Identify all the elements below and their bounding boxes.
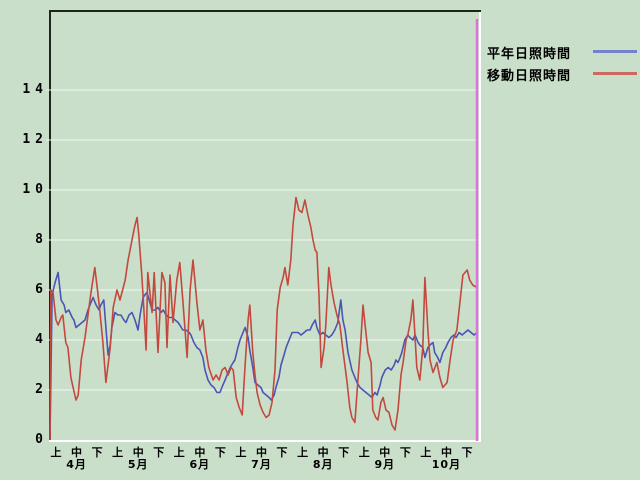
plot-border-bottom [49,440,481,442]
y-tick-label-6: 6 [35,282,48,297]
plot-border-left [49,10,51,441]
legend-row-moving: 移動日照時間 [487,62,640,84]
x-period-label-12: 上 [297,446,309,459]
x-period-label-5: 下 [153,446,165,459]
legend-label-moving: 移動日照時間 [487,69,572,84]
x-period-label-20: 下 [461,446,473,459]
x-period-label-1: 中 [71,446,83,459]
y-tick-label-2: 2 [35,382,48,397]
x-month-label-8月: 8月 [312,458,334,471]
x-month-label-9月: 9月 [374,458,396,471]
x-period-label-6: 上 [173,446,185,459]
plot-border-top [49,10,481,12]
y-tick-label-0: 0 [35,432,48,447]
y-tick-label-10: 10 [22,182,48,197]
x-period-label-14: 下 [338,446,350,459]
x-period-label-3: 上 [112,446,124,459]
x-period-label-10: 中 [256,446,267,459]
x-period-label-8: 下 [214,446,226,459]
x-period-label-11: 下 [276,446,288,459]
x-period-label-16: 中 [379,446,391,459]
x-month-label-4月: 4月 [66,458,87,471]
series-line-0 [49,271,478,441]
y-tick-label-8: 8 [35,232,48,247]
x-period-label-15: 上 [358,446,370,459]
x-month-label-5月: 5月 [127,458,149,471]
x-month-label-6月: 6月 [189,458,211,471]
legend-label-normal: 平年日照時間 [487,47,572,62]
legend-row-normal: 平年日照時間 [487,40,640,62]
y-tick-label-4: 4 [35,332,48,347]
x-period-label-18: 上 [420,446,432,459]
x-period-label-9: 上 [235,446,247,459]
legend-line-blue-icon [593,50,637,53]
x-period-label-19: 中 [440,446,452,459]
x-period-label-2: 下 [91,446,103,459]
x-period-label-17: 下 [399,446,411,459]
x-month-label-10月: 10月 [431,458,462,471]
plot-border-right [479,12,481,442]
x-period-label-13: 中 [317,446,329,459]
y-tick-label-14: 14 [22,82,48,97]
series-line-1 [49,196,478,441]
legend: 平年日照時間 移動日照時間 [487,40,640,84]
x-period-label-0: 上 [50,446,62,459]
legend-line-red-icon [593,72,637,75]
y-tick-label-12: 12 [22,132,48,147]
x-period-label-4: 中 [132,446,144,459]
x-month-label-7月: 7月 [251,458,272,471]
x-period-label-7: 中 [194,446,206,459]
